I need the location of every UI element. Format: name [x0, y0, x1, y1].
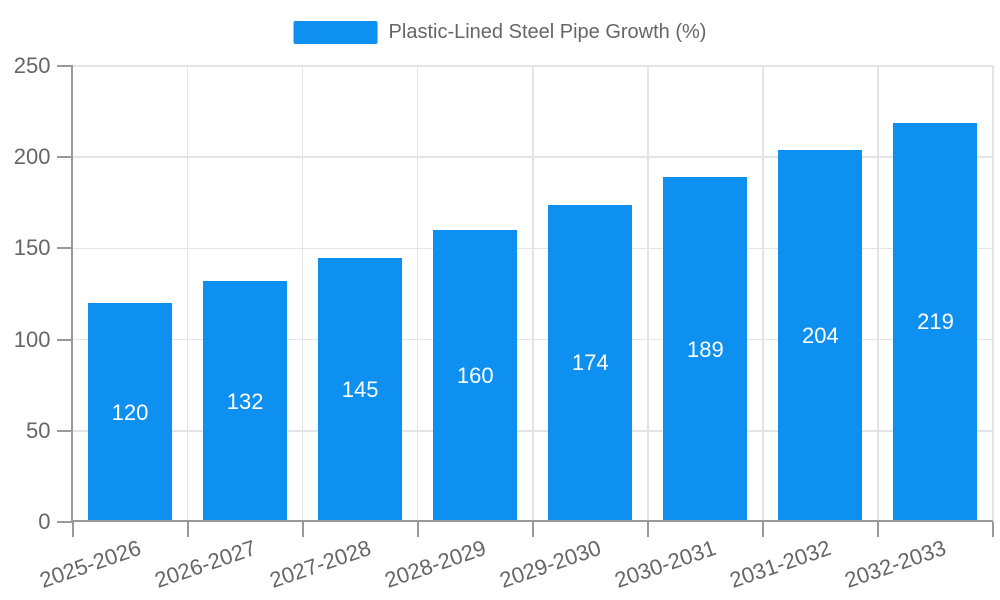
- y-axis-tick-label: 0: [38, 509, 51, 534]
- x-axis-line: [72, 520, 993, 522]
- x-axis-tick: [186, 522, 189, 537]
- x-axis-tick: [301, 522, 304, 537]
- y-axis-tick: [56, 338, 73, 341]
- y-axis-tick: [56, 156, 73, 159]
- v-gridline: [186, 66, 189, 522]
- bar-value-label: 120: [111, 399, 149, 425]
- v-gridline: [301, 66, 304, 522]
- y-axis-tick-label: 150: [13, 235, 51, 261]
- legend-swatch[interactable]: [293, 21, 378, 44]
- y-axis-tick-label: 100: [13, 326, 51, 352]
- x-axis-tick: [416, 522, 419, 537]
- y-axis-tick: [56, 429, 73, 432]
- bar[interactable]: 204: [778, 149, 863, 522]
- bar-value-label: 204: [802, 322, 839, 348]
- v-gridline: [416, 66, 419, 522]
- v-gridline: [877, 66, 879, 522]
- x-axis-tick: [876, 522, 879, 537]
- bar[interactable]: 145: [318, 257, 403, 522]
- y-axis-tick-label: 50: [26, 417, 51, 443]
- bar-value-label: 174: [571, 350, 609, 376]
- y-axis-line: [70, 66, 73, 522]
- v-gridline: [532, 66, 534, 522]
- y-axis-tick-label: 250: [13, 53, 51, 78]
- plot-area: 0 50 100 150 200 250 120 2025-2026 132 2026-2027 1…: [14, 53, 994, 593]
- bar[interactable]: 174: [548, 204, 633, 522]
- bar[interactable]: 132: [203, 281, 288, 522]
- x-axis-tick: [761, 522, 764, 537]
- bar-value-label: 189: [686, 336, 724, 362]
- x-axis-tick: [992, 522, 994, 537]
- y-axis-tick: [56, 247, 73, 250]
- bar[interactable]: 219: [893, 122, 978, 522]
- bar-value-label: 160: [456, 363, 494, 389]
- bar[interactable]: 189: [663, 177, 748, 522]
- legend-label[interactable]: Plastic-Lined Steel Pipe Growth (%): [388, 21, 707, 43]
- v-gridline: [762, 66, 764, 522]
- bar-value-label: 145: [341, 376, 379, 402]
- y-axis-tick-label: 200: [13, 144, 51, 170]
- legend[interactable]: Plastic-Lined Steel Pipe Growth (%): [293, 21, 707, 44]
- y-axis-tick: [56, 65, 73, 67]
- bar[interactable]: 120: [88, 303, 173, 522]
- v-gridline: [647, 66, 649, 522]
- x-axis-tick: [71, 522, 74, 537]
- y-axis-tick: [56, 521, 73, 523]
- bar[interactable]: 160: [433, 230, 518, 522]
- v-gridline: [992, 66, 994, 522]
- x-axis-tick: [531, 522, 534, 537]
- bar-value-label: 219: [917, 309, 954, 335]
- x-axis-tick: [646, 522, 649, 537]
- bar-value-label: 132: [226, 388, 264, 414]
